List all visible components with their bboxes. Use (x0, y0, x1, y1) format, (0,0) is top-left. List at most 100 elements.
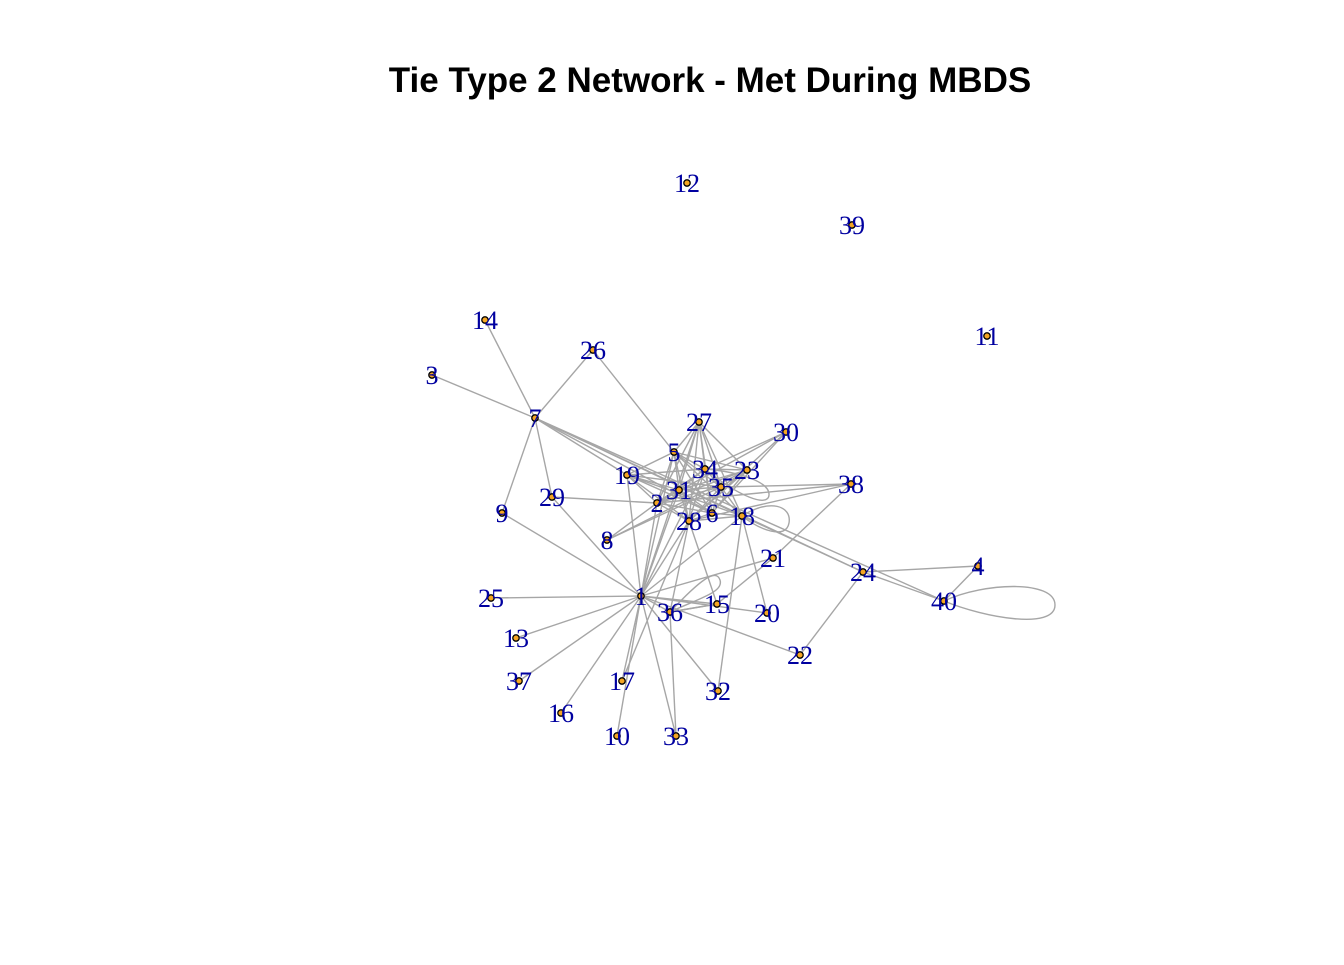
edge-24-4 (862, 565, 979, 573)
edge-34-28 (688, 468, 706, 522)
node-label-12: 12 (674, 169, 700, 198)
node-12 (683, 179, 691, 187)
node-label-3: 3 (426, 361, 439, 390)
node-label-40: 40 (931, 587, 957, 616)
edge-31-35 (678, 486, 722, 491)
edge-1-16 (560, 595, 642, 714)
node-18 (738, 512, 746, 520)
node-35 (717, 483, 725, 491)
node-2 (653, 499, 661, 507)
node-label-25: 25 (478, 584, 504, 613)
node-label-36: 36 (657, 598, 683, 627)
edge-8-2 (606, 502, 658, 541)
node-28 (685, 517, 693, 525)
edge-29-2 (551, 496, 658, 504)
node-label-14: 14 (472, 306, 498, 335)
edge-31-6 (678, 489, 713, 514)
edge-26-5 (592, 349, 675, 453)
node-10 (613, 732, 621, 740)
edge-28-18 (688, 515, 743, 522)
node-40 (940, 597, 948, 605)
node-30 (782, 428, 790, 436)
edge-5-23 (673, 451, 748, 471)
node-label-24: 24 (850, 558, 876, 587)
edge-1-34 (640, 468, 706, 597)
node-label-19: 19 (614, 461, 640, 490)
node-5 (670, 448, 678, 456)
edge-1-5 (640, 451, 675, 597)
edge-1-32 (640, 595, 719, 692)
node-label-30: 30 (773, 418, 799, 447)
edge-1-37 (518, 595, 642, 682)
edge-36-28 (669, 520, 690, 613)
node-7 (531, 414, 539, 422)
edge-1-28 (640, 520, 690, 597)
edge-1-13 (515, 595, 642, 639)
node-37 (515, 677, 523, 685)
node-label-37: 37 (506, 667, 532, 696)
edge-26-7 (534, 349, 594, 419)
node-label-13: 13 (503, 624, 529, 653)
node-label-5: 5 (668, 438, 681, 467)
node-11 (983, 332, 991, 340)
node-31 (675, 486, 683, 494)
node-13 (512, 634, 520, 642)
edge-24-40 (862, 571, 945, 602)
node-9 (498, 509, 506, 517)
edge-7-29 (534, 417, 553, 498)
node-label-21: 21 (760, 544, 786, 573)
edge-18-24 (741, 515, 864, 573)
edge-29-1 (551, 496, 642, 597)
node-32 (714, 687, 722, 695)
self-loop-36 (669, 574, 722, 613)
chart-title: Tie Type 2 Network - Met During MBDS (389, 61, 1031, 100)
edge-7-9 (501, 417, 536, 514)
edge-9-1 (501, 512, 642, 597)
node-label-1: 1 (635, 582, 648, 611)
node-label-26: 26 (580, 336, 606, 365)
node-label-18: 18 (729, 502, 755, 531)
node-8 (603, 536, 611, 544)
edge-27-35 (698, 421, 722, 488)
edge-34-2 (656, 468, 706, 504)
edge-19-2 (626, 474, 658, 504)
node-label-35: 35 (708, 473, 734, 502)
node-label-4: 4 (972, 552, 985, 581)
edges-layer (431, 319, 1056, 737)
edge-35-18 (720, 486, 743, 517)
edge-35-6 (711, 486, 722, 514)
edge-18-20 (741, 515, 768, 614)
edge-5-35 (673, 451, 722, 488)
node-4 (974, 562, 982, 570)
edge-19-5 (626, 451, 675, 476)
node-38 (847, 480, 855, 488)
edge-31-28 (678, 489, 690, 522)
node-20 (763, 609, 771, 617)
node-label-8: 8 (601, 526, 614, 555)
node-label-15: 15 (704, 590, 730, 619)
edge-5-34 (673, 451, 706, 470)
edge-38-28 (688, 483, 852, 522)
node-39 (848, 221, 856, 229)
self-loop-40 (943, 585, 1056, 620)
node-label-16: 16 (548, 699, 574, 728)
edge-34-6 (704, 468, 713, 514)
edge-35-38 (720, 483, 852, 488)
edge-1-25 (490, 595, 642, 599)
node-27 (695, 418, 703, 426)
edge-15-36 (669, 603, 718, 613)
edge-15-28 (688, 520, 718, 605)
edge-1-22 (640, 595, 801, 656)
node-15 (713, 600, 721, 608)
edge-30-34 (704, 431, 787, 470)
node-22 (796, 651, 804, 659)
edge-4-40 (943, 565, 979, 602)
node-24 (859, 568, 867, 576)
node-label-34: 34 (692, 455, 718, 484)
self-loop-34 (704, 468, 770, 501)
edge-18-32 (717, 515, 743, 692)
labels-layer: 1234567891011121314151617181920212223242… (426, 169, 1000, 751)
node-19 (623, 471, 631, 479)
edge-1-21 (640, 557, 774, 597)
